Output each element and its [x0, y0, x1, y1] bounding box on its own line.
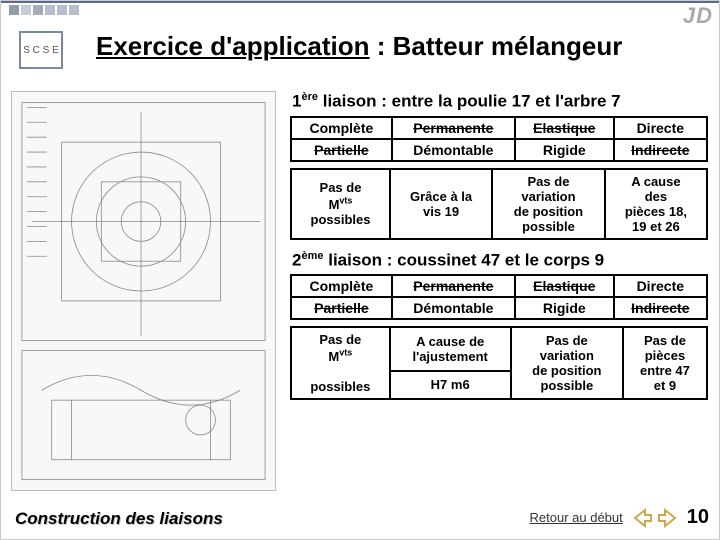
content-area: 1ère liaison : entre la poulie 17 et l'a… [286, 87, 711, 410]
cat-cell: Elastique [515, 275, 614, 297]
cat-cell: Indirecte [614, 139, 707, 161]
cat-cell: Directe [614, 275, 707, 297]
t2b-c3: Pas de variation de position possible [511, 327, 623, 398]
t1b-c2: Grâce à la vis 19 [390, 169, 492, 239]
cat-cell: Complète [291, 275, 392, 297]
logo-box: S C S E [19, 31, 63, 69]
t1b-c1: Pas de Mvts possibles [291, 169, 390, 239]
cat-cell: Partielle [291, 297, 392, 319]
t2b-c2b: H7 m6 [390, 371, 511, 398]
back-to-top-link[interactable]: Retour au début [530, 510, 623, 525]
cat-cell: Démontable [392, 297, 515, 319]
nav-arrows-icon[interactable] [633, 507, 677, 529]
title-sub: : Batteur mélangeur [370, 31, 623, 61]
liaison2-heading: 2ème liaison : coussinet 47 et le corps … [292, 250, 711, 271]
brand-mark: JD [683, 3, 713, 29]
technical-drawing [11, 91, 276, 491]
page-number: 10 [687, 506, 709, 529]
cat-cell: Démontable [392, 139, 515, 161]
footer-left: Construction des liaisons [15, 509, 223, 529]
table1-categories: ComplètePermanenteElastiqueDirecte Parti… [290, 116, 708, 162]
title-main: Exercice d'application [96, 31, 370, 61]
cat-cell: Directe [614, 117, 707, 139]
t2b-c1: Pas de Mvts possibles [291, 327, 390, 398]
page-title: Exercice d'application : Batteur mélange… [96, 31, 622, 62]
cat-cell: Rigide [515, 297, 614, 319]
cat-cell: Permanente [392, 117, 515, 139]
t2b-c2a: A cause de l'ajustement [390, 327, 511, 371]
table1-desc: Pas de Mvts possibles Grâce à la vis 19 … [290, 168, 708, 240]
cat-cell: Rigide [515, 139, 614, 161]
cat-cell: Complète [291, 117, 392, 139]
top-accent-line [1, 1, 719, 3]
cat-cell: Elastique [515, 117, 614, 139]
t2b-c4: Pas de pièces entre 47 et 9 [623, 327, 707, 398]
t1b-c3: Pas de variation de position possible [492, 169, 605, 239]
cat-cell: Permanente [392, 275, 515, 297]
table2-categories: ComplètePermanenteElastiqueDirecte Parti… [290, 274, 708, 320]
footer-right: Retour au début 10 [530, 506, 709, 529]
cat-cell: Indirecte [614, 297, 707, 319]
liaison1-heading: 1ère liaison : entre la poulie 17 et l'a… [292, 91, 711, 112]
t1b-c4: A cause des pièces 18, 19 et 26 [605, 169, 707, 239]
cat-cell: Partielle [291, 139, 392, 161]
decor-squares [9, 5, 89, 15]
table2-desc: Pas de Mvts possibles A cause de l'ajust… [290, 326, 708, 399]
